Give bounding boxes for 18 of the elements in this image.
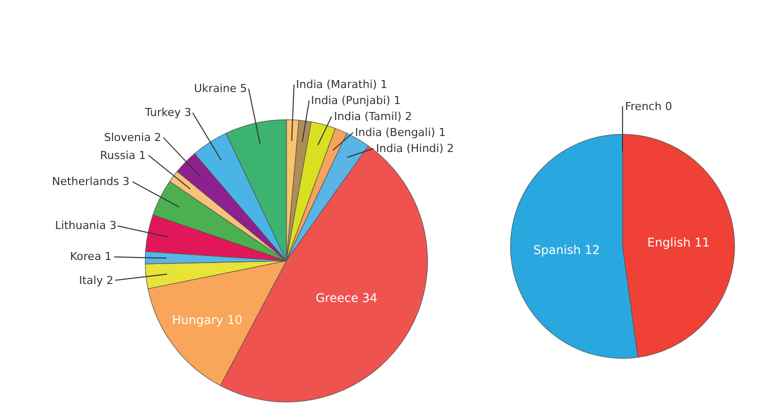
slice-label: India (Punjabi) 1 — [311, 94, 401, 107]
slice-label: India (Marathi) 1 — [296, 78, 388, 91]
slice-label: India (Bengali) 1 — [355, 126, 446, 139]
slice-label: English 11 — [647, 236, 710, 250]
slice-label: Italy 2 — [79, 274, 114, 287]
slice-label: Ukraine 5 — [194, 82, 247, 95]
slice-label: India (Tamil) 2 — [334, 110, 412, 123]
slice-label: Turkey 3 — [144, 106, 192, 119]
slice-label: Lithuania 3 — [55, 219, 116, 232]
slice-label: Spanish 12 — [533, 243, 600, 258]
slice-label: Hungary 10 — [172, 312, 242, 327]
category-label: French 0 — [625, 100, 672, 113]
slice-label: Korea 1 — [70, 250, 112, 263]
slice-label: Netherlands 3 — [52, 175, 130, 188]
slice-label: India (Hindi) 2 — [376, 142, 454, 155]
slice-label: Russia 1 — [100, 149, 146, 162]
slice-label: Slovenia 2 — [104, 131, 162, 144]
slice-label: Greece 34 — [316, 290, 378, 305]
